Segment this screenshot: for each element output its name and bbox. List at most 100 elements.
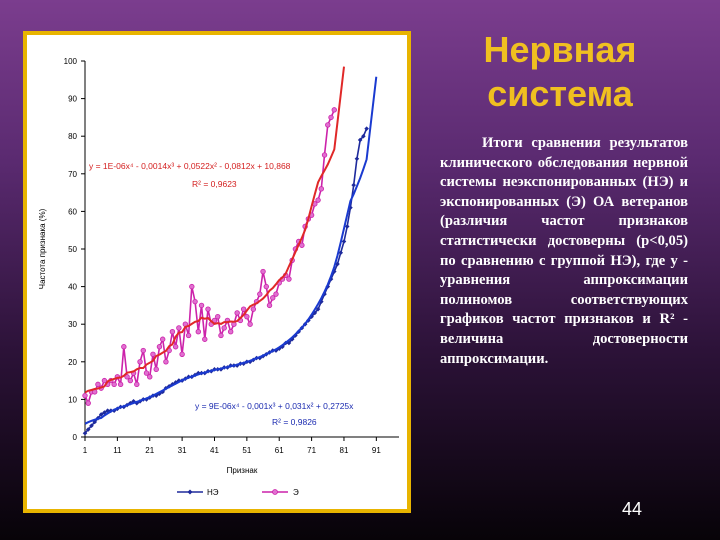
series-e-point xyxy=(257,291,263,297)
legend-e-label: Э xyxy=(293,488,299,497)
y-tick-label: 50 xyxy=(68,245,77,254)
series-ne-point xyxy=(195,370,201,376)
series-ne-point xyxy=(280,344,285,350)
series-e-point xyxy=(127,377,134,384)
legend-ne-marker xyxy=(187,489,193,495)
y-axis-title: Частота признака (%) xyxy=(38,208,47,289)
series-e-point xyxy=(159,336,166,342)
series-e-point xyxy=(315,197,321,203)
y-tick-label: 10 xyxy=(68,395,77,404)
equation-ne: y = 9E-06x⁴ - 0,001x³ + 0,031x² + 0,2725… xyxy=(195,401,354,411)
series-e-point xyxy=(121,344,127,350)
series-e-point xyxy=(172,344,179,350)
series-e-point xyxy=(117,381,124,388)
series-ne-point xyxy=(341,239,347,244)
page-number: 44 xyxy=(622,499,643,519)
series-ne-point xyxy=(89,423,94,429)
x-tick-label: 81 xyxy=(340,446,349,455)
y-tick-label: 90 xyxy=(68,95,77,104)
series-e-point xyxy=(286,276,292,282)
series-e-point xyxy=(189,283,195,290)
series-e-point xyxy=(192,298,198,305)
series-e-point xyxy=(202,336,208,342)
y-tick-label: 60 xyxy=(68,207,77,216)
series-ne-point xyxy=(289,336,295,342)
series-ne-point xyxy=(315,306,321,312)
series-e-point xyxy=(134,381,140,388)
series-e-point xyxy=(147,374,153,380)
equation-e: y = 1E-06x⁴ - 0,0014x³ + 0,0522x² - 0,08… xyxy=(89,161,291,171)
series-e-point xyxy=(266,302,273,309)
series-e-point xyxy=(244,313,250,320)
series-ne-point xyxy=(312,310,318,316)
series-e-point xyxy=(140,347,146,354)
series-e-point xyxy=(82,392,88,399)
x-tick-label: 21 xyxy=(145,446,154,455)
x-tick-label: 31 xyxy=(178,446,187,455)
y-tick-label: 0 xyxy=(73,433,78,442)
series-ne-point xyxy=(351,182,356,188)
series-ne-point xyxy=(105,408,110,413)
series-e-point xyxy=(198,302,205,309)
title-line-2: система xyxy=(487,73,633,114)
series-e-point xyxy=(321,152,328,158)
y-tick-label: 80 xyxy=(68,132,77,141)
series-ne-point xyxy=(160,389,165,395)
series-e-point xyxy=(234,310,240,316)
series-e-point xyxy=(328,114,334,121)
title-line-1: Нервная xyxy=(483,29,637,70)
series-ne-point xyxy=(344,224,350,229)
series-ne-point xyxy=(319,299,324,304)
series-e-point xyxy=(156,344,163,350)
series-e-point xyxy=(325,122,331,128)
series-e-point xyxy=(195,329,201,335)
series-e-point xyxy=(124,374,130,380)
chart-frame: 0 10 20 30 40 50 60 70 80 90 100 1 11 21 31 41 51 61 71 81 9… xyxy=(23,31,411,513)
series-ne-point xyxy=(364,126,369,131)
series-e-point xyxy=(240,306,247,312)
series-e-point xyxy=(185,332,192,339)
series-e-point xyxy=(227,329,234,335)
series-e-point xyxy=(111,381,117,388)
r2-e: R² = 0,9623 xyxy=(192,179,237,189)
x-tick-label: 61 xyxy=(275,446,284,455)
page-title: Нервная система xyxy=(440,28,680,116)
r2-ne: R² = 0,9826 xyxy=(272,417,317,427)
series-e-point xyxy=(176,325,182,331)
legend-e-marker xyxy=(272,489,278,495)
series-e-point xyxy=(299,242,305,248)
x-axis-title: Признак xyxy=(227,466,258,475)
series-e-line xyxy=(84,109,336,406)
series-e-point xyxy=(270,295,276,301)
x-tick-label: 41 xyxy=(210,446,219,455)
x-tick-label: 11 xyxy=(113,446,122,455)
series-ne-point xyxy=(348,205,353,210)
series-e-point xyxy=(215,313,221,320)
series-ne-point xyxy=(82,430,88,436)
series-ne-point xyxy=(354,156,360,162)
y-tick-label: 40 xyxy=(68,283,77,292)
x-tick-label: 1 xyxy=(83,446,88,455)
series-e-point xyxy=(250,306,257,312)
series-e-point xyxy=(205,306,211,312)
series-ne-point xyxy=(335,261,340,267)
x-tick-label: 71 xyxy=(307,446,316,455)
series-e-point xyxy=(218,332,224,339)
series-e-point xyxy=(273,291,279,297)
series-ne-point xyxy=(98,412,104,417)
series-ne-point xyxy=(173,380,178,385)
series-e-point xyxy=(101,377,108,384)
series-e-point xyxy=(260,268,266,275)
series-e-point xyxy=(137,359,143,365)
series-e-point xyxy=(153,366,159,373)
y-tick-label: 30 xyxy=(68,320,77,329)
series-e-point xyxy=(331,107,337,113)
series-e-point xyxy=(169,329,176,335)
trendline-ne xyxy=(85,76,378,425)
trendline-e xyxy=(85,66,345,394)
series-e-point xyxy=(150,351,156,357)
series-ne-point xyxy=(157,391,162,397)
series-e-point xyxy=(179,351,185,357)
x-tick-label: 91 xyxy=(372,446,381,455)
